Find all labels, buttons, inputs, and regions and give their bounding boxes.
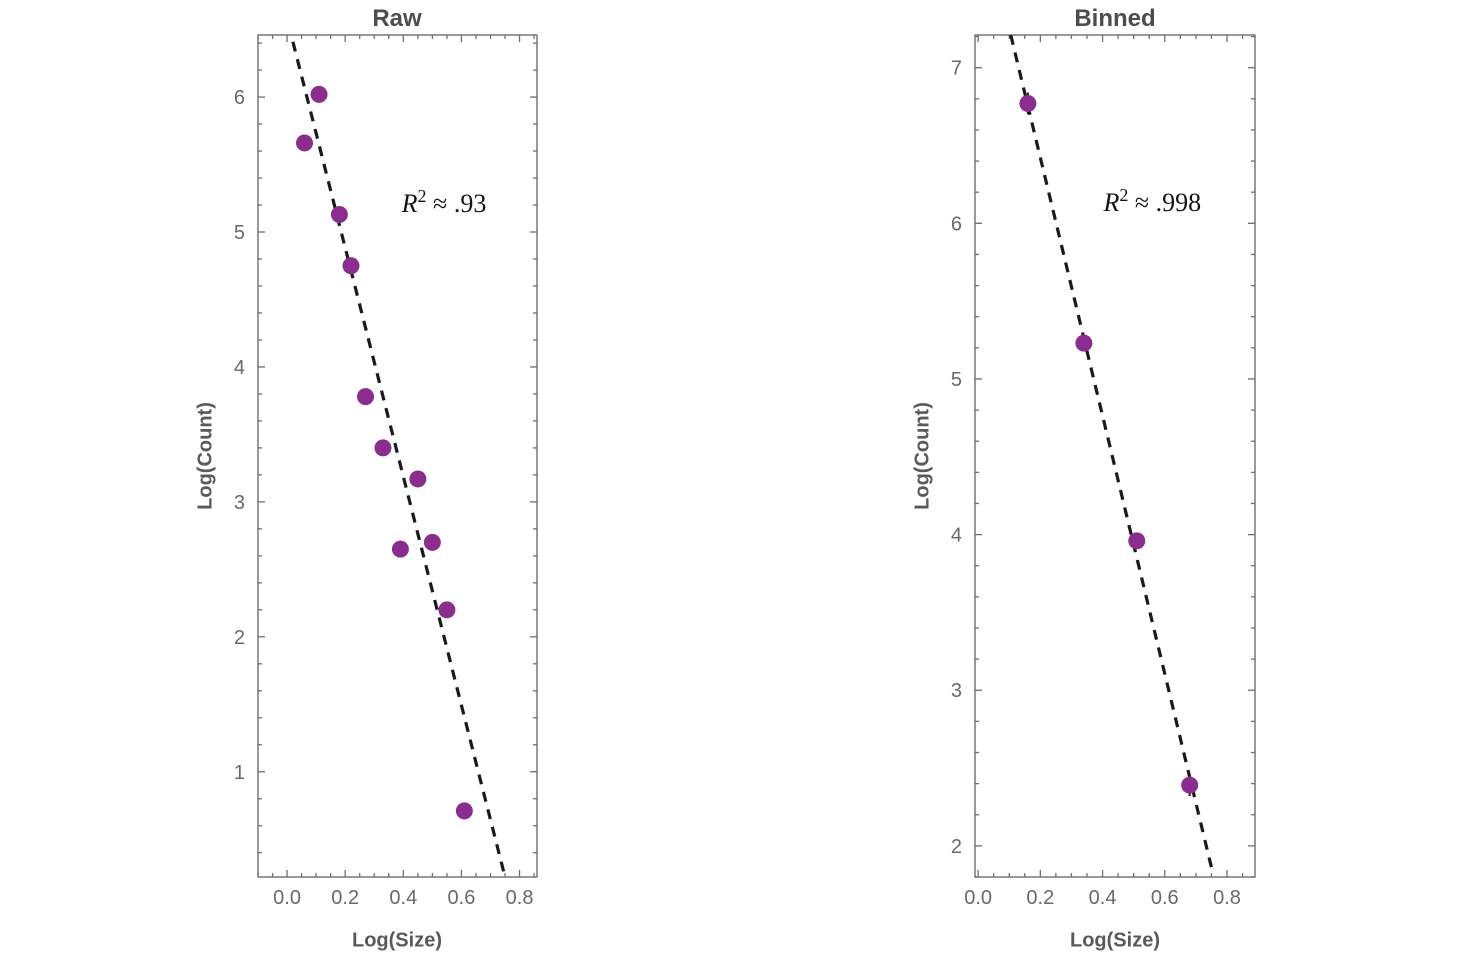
x-axis-label-raw: Log(Size) bbox=[352, 929, 442, 952]
svg-text:0.8: 0.8 bbox=[1213, 887, 1241, 909]
svg-text:0.0: 0.0 bbox=[273, 887, 301, 909]
svg-text:0.0: 0.0 bbox=[964, 887, 992, 909]
svg-text:0.2: 0.2 bbox=[331, 887, 359, 909]
svg-text:0.8: 0.8 bbox=[506, 887, 534, 909]
svg-text:6: 6 bbox=[951, 213, 962, 235]
binned-plot-area: 0.0 0.2 0.4 0.6 0.8 2 3 4 5 6 7 R2 ≈ .998 bbox=[951, 34, 1256, 909]
svg-text:4: 4 bbox=[951, 525, 962, 547]
svg-text:R2 ≈ .998: R2 ≈ .998 bbox=[1102, 185, 1201, 217]
svg-text:0.6: 0.6 bbox=[448, 887, 476, 909]
svg-text:0.2: 0.2 bbox=[1026, 887, 1054, 909]
raw-chart: Raw Log(Count) 0.0 0.2 0.4 0.6 0.8 1 2 3 4 5 6 R2 ≈… bbox=[195, 5, 538, 952]
binned-chart: Binned Log(Count) 0.0 0.2 0.4 0.6 0.8 2 3 4 5 6 7 R… bbox=[737, 0, 1474, 964]
svg-text:5: 5 bbox=[951, 369, 962, 391]
chart-title-binned: Binned bbox=[1074, 5, 1156, 32]
svg-text:2: 2 bbox=[234, 627, 245, 649]
svg-text:0.4: 0.4 bbox=[1089, 887, 1117, 909]
svg-text:7: 7 bbox=[951, 58, 962, 80]
svg-text:3: 3 bbox=[951, 680, 962, 702]
svg-text:4: 4 bbox=[234, 357, 245, 379]
svg-text:3: 3 bbox=[234, 492, 245, 514]
chart-title-raw: Raw bbox=[372, 5, 422, 32]
svg-text:6: 6 bbox=[234, 87, 245, 109]
x-axis-label-binned: Log(Size) bbox=[1070, 929, 1160, 952]
svg-text:R2 ≈ .93: R2 ≈ .93 bbox=[401, 186, 487, 218]
svg-text:5: 5 bbox=[234, 222, 245, 244]
svg-text:2: 2 bbox=[951, 836, 962, 858]
svg-text:0.4: 0.4 bbox=[389, 887, 417, 909]
svg-text:0.6: 0.6 bbox=[1151, 887, 1179, 909]
raw-plot-area: 0.0 0.2 0.4 0.6 0.8 1 2 3 4 5 6 R2 ≈ .93 bbox=[234, 34, 538, 909]
svg-text:1: 1 bbox=[234, 762, 245, 784]
